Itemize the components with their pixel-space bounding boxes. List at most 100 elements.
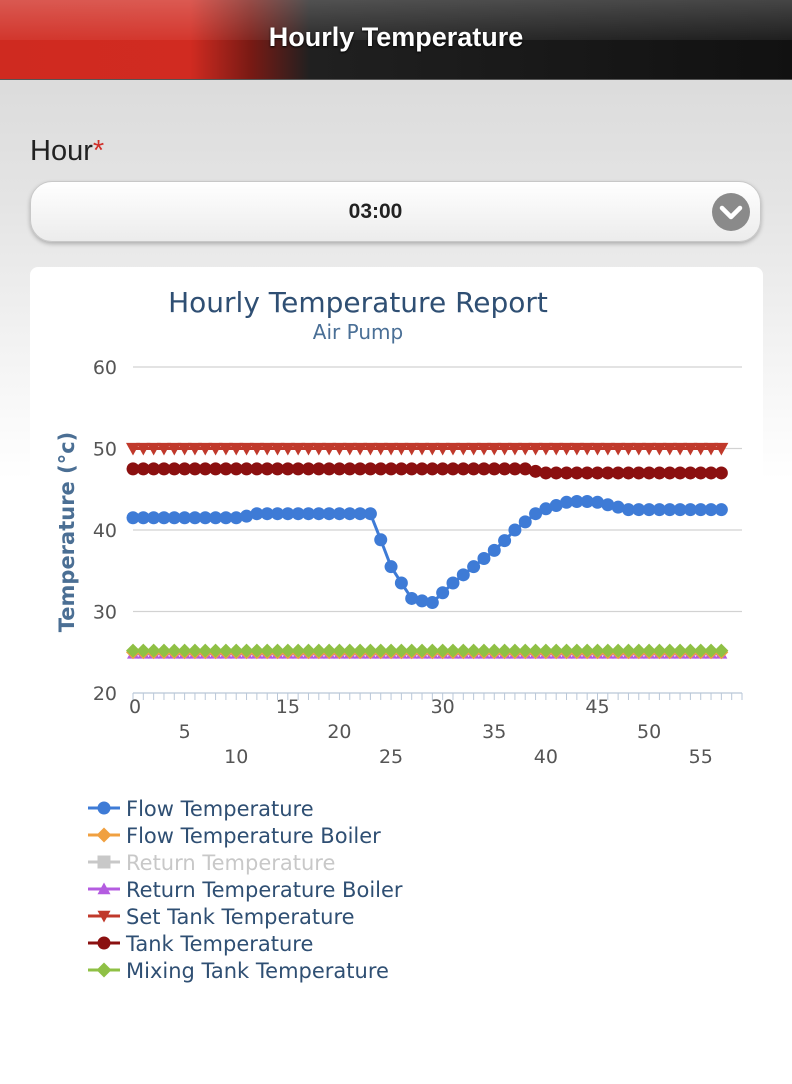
data-point xyxy=(456,643,471,658)
legend-item[interactable]: Flow Temperature Boiler xyxy=(88,824,381,848)
legend-marker xyxy=(97,801,111,815)
data-point xyxy=(559,442,574,456)
data-point xyxy=(704,466,718,480)
data-point xyxy=(425,643,440,658)
data-point xyxy=(601,498,615,512)
data-point xyxy=(518,515,532,529)
x-tick-label: 45 xyxy=(585,696,609,718)
data-point xyxy=(487,543,501,557)
data-point xyxy=(498,534,512,548)
data-point xyxy=(694,466,708,480)
data-point xyxy=(445,442,460,456)
data-point xyxy=(291,507,305,521)
y-tick-label: 50 xyxy=(93,439,117,461)
data-point xyxy=(322,462,336,476)
data-point xyxy=(280,442,295,456)
data-point xyxy=(405,591,419,605)
legend-label: Tank Temperature xyxy=(125,932,313,956)
data-point xyxy=(270,442,285,456)
data-point xyxy=(560,466,574,480)
data-point xyxy=(714,643,729,658)
data-point xyxy=(260,442,275,456)
x-tick-label: 20 xyxy=(327,721,351,743)
legend-item[interactable]: Return Temperature xyxy=(88,851,335,875)
data-point xyxy=(198,643,213,658)
y-tick-label: 60 xyxy=(93,357,117,379)
data-point xyxy=(425,442,440,456)
legend-item[interactable]: Mixing Tank Temperature xyxy=(88,959,389,983)
data-point xyxy=(219,511,233,525)
data-point xyxy=(693,643,708,658)
data-point xyxy=(631,442,646,456)
data-point xyxy=(146,442,161,456)
data-point xyxy=(549,643,564,658)
data-point xyxy=(280,643,295,658)
data-point xyxy=(260,507,274,521)
data-point xyxy=(188,511,202,525)
y-tick-label: 40 xyxy=(93,520,117,542)
data-point xyxy=(570,494,584,508)
x-tick-label: 10 xyxy=(224,746,248,768)
data-point xyxy=(394,462,408,476)
data-point xyxy=(301,507,315,521)
data-point xyxy=(652,466,666,480)
data-point xyxy=(425,596,439,610)
data-point xyxy=(528,442,543,456)
legend-marker xyxy=(97,936,111,950)
data-point xyxy=(281,507,295,521)
data-point xyxy=(497,442,512,456)
data-point xyxy=(301,643,316,658)
data-point xyxy=(332,507,346,521)
data-point xyxy=(208,442,223,456)
data-point xyxy=(240,462,254,476)
data-point xyxy=(507,442,522,456)
data-point xyxy=(714,442,729,456)
legend-item[interactable]: Tank Temperature xyxy=(88,932,313,956)
data-point xyxy=(714,503,728,517)
x-tick-label: 40 xyxy=(534,746,558,768)
data-point xyxy=(404,442,419,456)
legend-marker xyxy=(96,827,112,843)
legend-item[interactable]: Set Tank Temperature xyxy=(88,905,355,929)
data-point xyxy=(229,462,243,476)
series-tank-temperature xyxy=(126,462,728,480)
legend-item[interactable]: Flow Temperature xyxy=(88,797,314,821)
data-point xyxy=(177,442,192,456)
data-point xyxy=(621,643,636,658)
legend-marker xyxy=(97,855,111,869)
hour-select[interactable]: 03:00 xyxy=(30,181,761,242)
data-point xyxy=(384,462,398,476)
data-point xyxy=(467,462,481,476)
data-point xyxy=(343,462,357,476)
data-point xyxy=(467,560,481,574)
data-point xyxy=(178,511,192,525)
data-point xyxy=(590,466,604,480)
data-point xyxy=(549,499,563,513)
required-marker: * xyxy=(92,135,105,167)
chevron-down-icon[interactable] xyxy=(712,193,750,231)
data-point xyxy=(549,442,564,456)
data-point xyxy=(229,511,243,525)
chart-series xyxy=(126,442,729,660)
data-point xyxy=(487,643,502,658)
data-point xyxy=(508,523,522,537)
data-point xyxy=(580,494,594,508)
data-point xyxy=(342,442,357,456)
data-point xyxy=(590,495,604,509)
data-point xyxy=(436,586,450,600)
data-point xyxy=(311,643,326,658)
data-point xyxy=(476,643,491,658)
data-point xyxy=(312,507,326,521)
data-point xyxy=(456,568,470,582)
data-point xyxy=(446,462,460,476)
data-point xyxy=(126,643,140,658)
temperature-chart: Hourly Temperature Report Air Pump Tempe… xyxy=(55,286,743,983)
data-point xyxy=(239,643,254,658)
data-point xyxy=(405,462,419,476)
legend-label: Mixing Tank Temperature xyxy=(126,959,389,983)
legend-item[interactable]: Return Temperature Boiler xyxy=(88,878,403,902)
data-point xyxy=(477,462,491,476)
data-point xyxy=(332,643,347,658)
data-point xyxy=(374,533,388,547)
data-point xyxy=(157,462,171,476)
